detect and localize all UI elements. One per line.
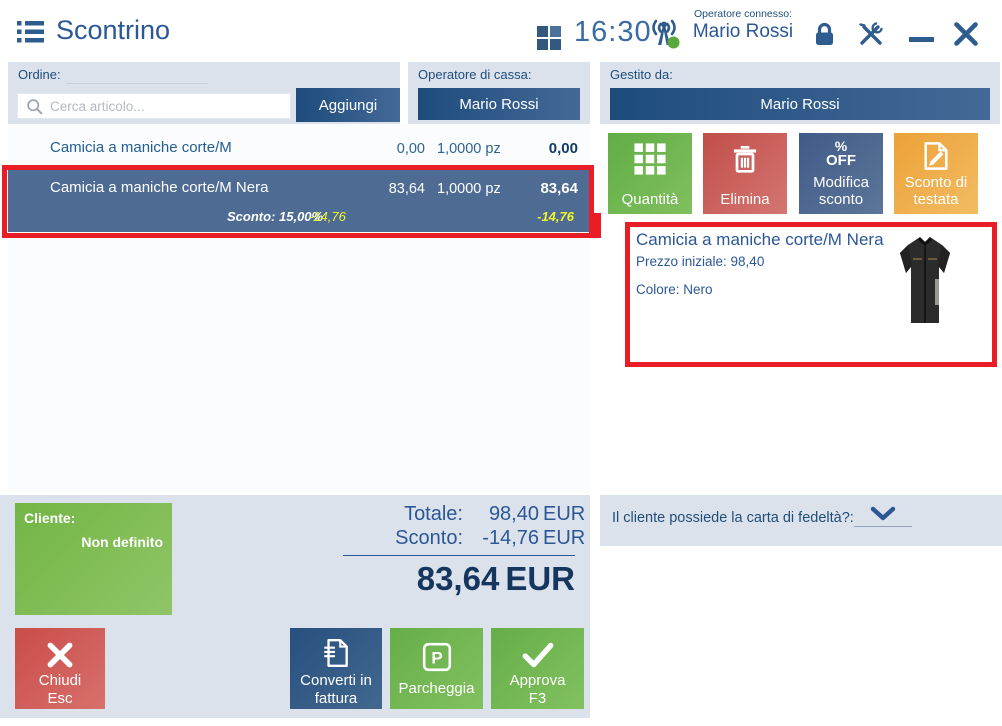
tile-label: Modifica sconto xyxy=(813,173,869,208)
product-title: Camicia a maniche corte/M Nera xyxy=(636,230,884,249)
note-pencil-icon xyxy=(921,139,951,174)
checkout-panel: Cliente: Non definito Totale: 98,40 EUR … xyxy=(0,495,590,718)
grand-total: 83,64 EUR xyxy=(416,559,575,597)
order-panel: Ordine: Aggiungi xyxy=(8,62,400,124)
order-list: Camicia a maniche corte/M 0,00 1,0000 pz… xyxy=(8,124,590,493)
tile-label: Sconto di testata xyxy=(904,173,968,208)
discount-label: Sconto: 15,00% xyxy=(227,209,324,224)
managed-by-panel: Gestito da: Mario Rossi xyxy=(600,62,1000,124)
discount-total: -14,76 xyxy=(537,209,574,224)
lock-icon[interactable] xyxy=(811,21,838,47)
article-name: Camicia a maniche corte/M Nera xyxy=(50,179,269,196)
page-title: Scontrino xyxy=(56,15,171,45)
fidelity-dropdown[interactable] xyxy=(854,501,912,527)
tile-label: Elimina xyxy=(720,190,770,208)
product-color: Colore: Nero xyxy=(636,282,713,297)
button-label: Chiudi Esc xyxy=(38,671,82,708)
product-initial-price: Prezzo iniziale: 98,40 xyxy=(636,254,765,269)
managed-by-label: Gestito da: xyxy=(610,67,673,82)
add-article-button[interactable]: Aggiungi xyxy=(296,88,400,122)
parking-icon: P xyxy=(421,635,453,673)
discount-value: -14,76 xyxy=(309,209,346,224)
order-label: Ordine: xyxy=(18,67,61,82)
edit-discount-button[interactable]: % OFF Modifica sconto xyxy=(799,133,883,214)
cashier-button[interactable]: Mario Rossi xyxy=(418,88,580,120)
totals-summary: Totale: 98,40 EUR Sconto: -14,76 EUR 83,… xyxy=(333,502,586,598)
order-row-selected[interactable]: Camicia a maniche corte/M Nera 83,64 1,0… xyxy=(8,170,590,232)
tile-label: Quantità xyxy=(621,190,679,208)
button-label: Approva F3 xyxy=(509,671,566,708)
operator-connected-label: Operatore connesso: xyxy=(693,8,793,20)
customer-value: Non definito xyxy=(81,534,163,550)
discount-sum-label: Sconto: xyxy=(395,527,463,550)
article-total: 83,64 xyxy=(540,180,578,197)
invoice-icon xyxy=(321,635,351,669)
product-detail-panel: Camicia a maniche corte/M Nera Prezzo in… xyxy=(625,222,997,367)
quantity-button[interactable]: Quantità xyxy=(608,133,692,214)
signal-icon xyxy=(652,19,680,49)
close-icon[interactable] xyxy=(952,21,980,47)
managed-by-button[interactable]: Mario Rossi xyxy=(610,88,990,120)
approve-button[interactable]: Approva F3 xyxy=(491,628,584,709)
minimize-icon[interactable] xyxy=(909,37,934,42)
article-name: Camicia a maniche corte/M xyxy=(50,139,232,156)
title-bar: Scontrino 16:30 Operatore connesso: Mari… xyxy=(0,0,1002,60)
x-icon xyxy=(45,635,75,669)
annotation-rectangle-tab xyxy=(594,213,601,238)
customer-box[interactable]: Cliente: Non definito xyxy=(15,503,172,615)
order-number-line xyxy=(66,83,208,84)
park-button[interactable]: P Parcheggia xyxy=(390,628,483,709)
total-currency: EUR xyxy=(543,503,586,525)
button-label: Parcheggia xyxy=(398,680,475,698)
total-value: 98,40 xyxy=(488,503,539,525)
article-quantity: 1,0000 pz xyxy=(437,141,501,157)
svg-text:P: P xyxy=(431,648,442,667)
menu-icon[interactable] xyxy=(17,21,44,43)
fidelity-question: Il cliente possiede la carta di fedeltà?… xyxy=(612,510,854,526)
discount-sum-currency: EUR xyxy=(543,527,586,550)
article-price: 0,00 xyxy=(396,141,425,157)
order-row[interactable]: Camicia a maniche corte/M 0,00 1,0000 pz… xyxy=(8,130,590,166)
product-shirt-image xyxy=(900,237,950,323)
article-total: 0,00 xyxy=(548,140,578,157)
operator-status: Operatore connesso: Mario Rossi xyxy=(688,8,798,43)
header-discount-button[interactable]: Sconto di testata xyxy=(894,133,978,214)
search-icon xyxy=(27,98,43,114)
grid-icon xyxy=(633,139,667,179)
tiles-icon[interactable] xyxy=(537,26,562,50)
percent-off-icon: % OFF xyxy=(826,138,856,170)
convert-invoice-button[interactable]: Converti in fattura xyxy=(290,628,382,709)
close-receipt-button[interactable]: Chiudi Esc xyxy=(15,628,105,709)
chevron-down-icon xyxy=(870,506,896,520)
delete-button[interactable]: Elimina xyxy=(703,133,787,214)
article-price: 83,64 xyxy=(388,181,425,197)
cashier-panel: Operatore di cassa: Mario Rossi xyxy=(408,62,590,124)
total-label: Totale: xyxy=(404,503,463,525)
discount-sum-value: -14,76 xyxy=(482,527,539,550)
clock: 16:30 xyxy=(574,16,652,48)
check-icon xyxy=(521,635,555,669)
tools-icon[interactable] xyxy=(857,21,885,47)
trash-icon xyxy=(730,139,760,179)
operator-name: Mario Rossi xyxy=(692,21,794,42)
cashier-label: Operatore di cassa: xyxy=(418,67,532,82)
button-label: Converti in fattura xyxy=(300,671,372,708)
customer-label: Cliente: xyxy=(24,510,76,526)
search-input[interactable] xyxy=(50,98,290,114)
article-search xyxy=(17,93,291,119)
article-quantity: 1,0000 pz xyxy=(437,181,501,197)
totals-divider xyxy=(343,554,575,556)
fidelity-panel: Il cliente possiede la carta di fedeltà?… xyxy=(600,495,1002,546)
